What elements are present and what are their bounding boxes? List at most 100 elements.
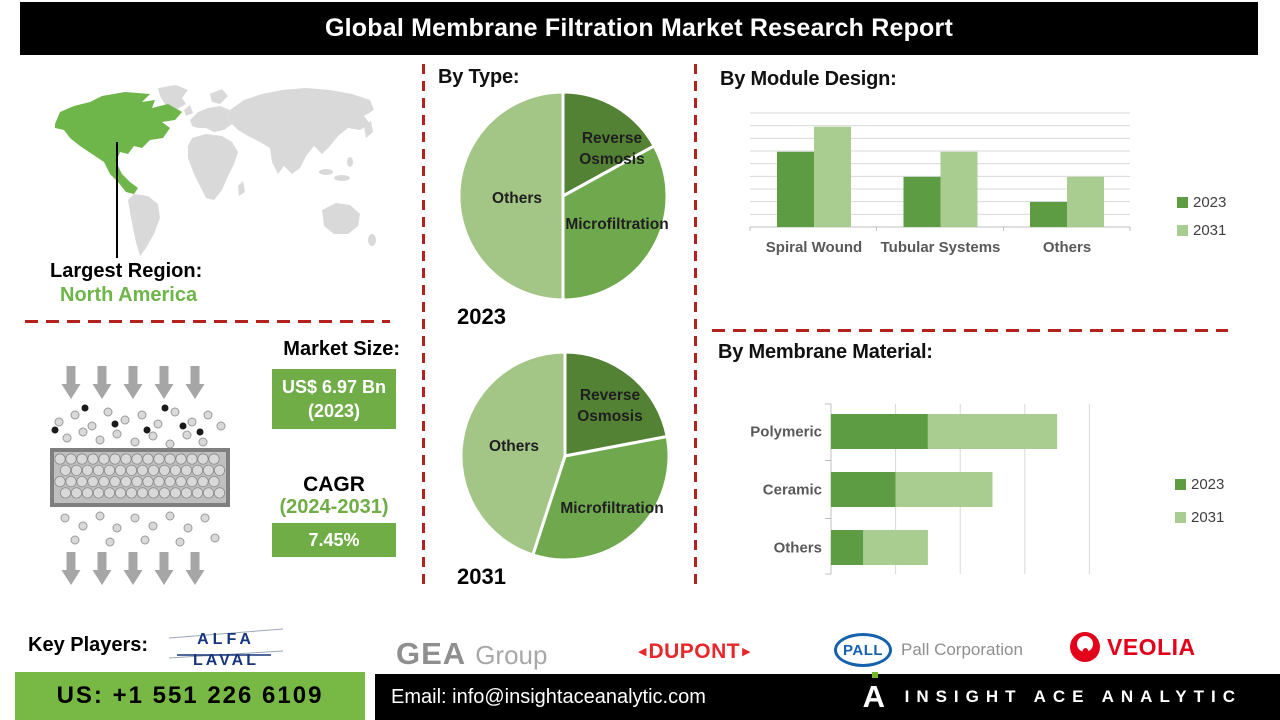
membrane-bead xyxy=(175,476,187,488)
philippines-island xyxy=(347,157,353,167)
membrane-bead xyxy=(109,476,121,488)
bar-category-label: Ceramic xyxy=(763,482,822,499)
pie-label: Osmosis xyxy=(579,151,644,168)
bar-2023-polymeric xyxy=(831,414,928,449)
insight-ace-logo-icon: A xyxy=(863,672,889,718)
bar-category-label: Tubular Systems xyxy=(881,239,1001,256)
particle xyxy=(148,521,158,531)
pie-label: Reverse xyxy=(580,387,641,404)
alfa-laval-wordmark-bottom: LAVAL xyxy=(193,652,259,669)
particle xyxy=(54,417,64,427)
down-arrow-icon xyxy=(154,552,174,585)
particle-dark xyxy=(111,420,119,428)
membrane-bead xyxy=(213,487,226,499)
uk-shape xyxy=(184,105,193,116)
membrane-bead xyxy=(202,487,215,499)
down-arrow-icon xyxy=(154,366,174,399)
gea-group-text: Group xyxy=(475,640,548,670)
particle xyxy=(165,511,175,521)
membrane-bead xyxy=(164,476,176,488)
bar-2031-ceramic xyxy=(895,472,993,507)
membrane-bead xyxy=(76,476,88,488)
membrane-bead xyxy=(92,487,105,499)
membrane-bead xyxy=(81,464,94,476)
market-size-label: Market Size: xyxy=(283,338,400,360)
membrane-bead xyxy=(81,487,94,499)
cagr-label: CAGR xyxy=(303,473,365,496)
divider-vertical-right xyxy=(694,64,697,586)
membrane-bead xyxy=(213,464,226,476)
legend-label-2031: 2031 xyxy=(1191,509,1224,526)
pall-wordmark: PALL xyxy=(842,641,884,659)
page-title: Global Membrane Filtration Market Resear… xyxy=(324,14,953,42)
australia-shape xyxy=(322,203,360,234)
particle xyxy=(70,535,80,545)
bar-chart-by-membrane-material: Polymeric Ceramic Others 2023 2031 xyxy=(750,403,1224,575)
down-arrow-icon xyxy=(92,552,112,585)
by-membrane-material-heading: By Membrane Material: xyxy=(718,341,933,363)
membrane-bead xyxy=(98,476,110,488)
particle xyxy=(78,427,88,437)
membrane-bead xyxy=(76,453,88,465)
map-pointer-line xyxy=(116,142,118,258)
particle xyxy=(95,511,105,521)
membrane-bead xyxy=(142,476,154,488)
pie-slice-microfiltration xyxy=(561,144,669,302)
membrane-bead xyxy=(136,487,149,499)
legend-swatch-2031 xyxy=(1175,512,1186,523)
scandinavia-shape xyxy=(210,89,228,104)
membrane-bead xyxy=(191,464,204,476)
greenland-shape xyxy=(158,85,188,110)
membrane-bead xyxy=(136,464,149,476)
alfa-laval-logo: ALFA LAVAL xyxy=(168,628,284,669)
particle xyxy=(87,421,97,431)
membrane-bead xyxy=(186,476,198,488)
indonesia-island xyxy=(319,169,333,175)
divider-right-horizontal xyxy=(712,329,1228,332)
membrane-bead xyxy=(169,464,182,476)
bar-2023-ceramic xyxy=(831,472,896,507)
particle xyxy=(198,437,208,447)
membrane-bead xyxy=(208,453,220,465)
membrane-bead xyxy=(109,453,121,465)
bar-2023-tubular-systems xyxy=(903,176,941,227)
particle xyxy=(165,439,175,449)
by-type-heading: By Type: xyxy=(438,66,520,88)
membrane-bead xyxy=(59,464,72,476)
membrane-bead xyxy=(186,453,198,465)
membrane-bead xyxy=(175,453,187,465)
title-bar: Global Membrane Filtration Market Resear… xyxy=(20,2,1258,55)
alfa-laval-line xyxy=(168,628,284,639)
particle xyxy=(203,410,213,420)
bar-2031-polymeric xyxy=(927,414,1058,449)
membrane-bead xyxy=(65,476,77,488)
market-size-value: US$ 6.97 Bn xyxy=(281,377,387,397)
membrane-bead xyxy=(158,487,171,499)
market-size-year: (2023) xyxy=(307,401,361,421)
membrane-bead xyxy=(197,453,209,465)
particle xyxy=(187,417,197,427)
particle xyxy=(200,513,210,523)
pie-slice-microfiltration xyxy=(531,435,671,562)
particle xyxy=(137,410,147,420)
pie-chart-by-type-2031: Reverse Osmosis Microfiltration Others xyxy=(459,350,671,562)
membrane-bead xyxy=(114,464,127,476)
membrane-bead xyxy=(65,453,77,465)
bar-2031-others xyxy=(863,530,928,565)
membrane-bead xyxy=(120,453,132,465)
particle-dark xyxy=(51,426,59,434)
particle xyxy=(153,419,163,429)
membrane-bead xyxy=(158,464,171,476)
legend-swatch-2023 xyxy=(1175,479,1186,490)
veolia-wordmark: VEOLIA xyxy=(1107,633,1196,660)
particle xyxy=(112,523,122,533)
pie-label: Others xyxy=(489,438,539,455)
pie-label: Reverse xyxy=(582,130,643,147)
gea-logo: GEA Group xyxy=(396,636,547,672)
particle xyxy=(210,533,220,543)
alfa-laval-wordmark-top: ALFA xyxy=(197,631,255,648)
down-arrow-icon xyxy=(123,366,143,399)
dupont-wordmark: DUPONT xyxy=(648,640,741,663)
pall-corporation-text: Pall Corporation xyxy=(901,640,1023,659)
membrane-bead xyxy=(180,487,193,499)
